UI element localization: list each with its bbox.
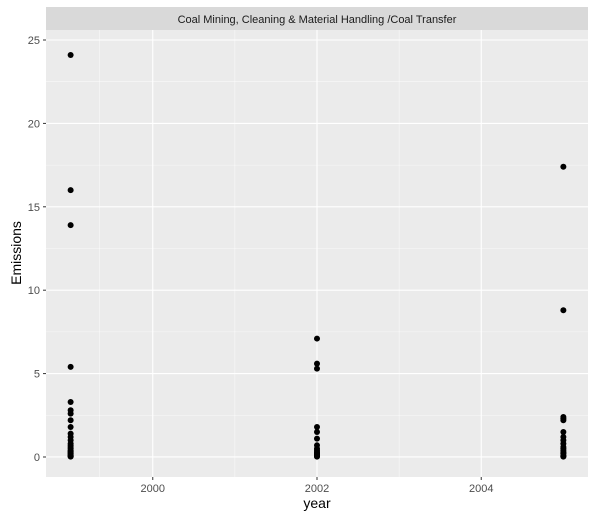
data-point <box>314 335 320 342</box>
facet-strip-background <box>46 7 588 30</box>
x-tick-label: 2002 <box>305 483 329 495</box>
data-point <box>67 222 74 229</box>
facet-title: Coal Mining, Cleaning & Material Handlin… <box>178 14 457 26</box>
data-point <box>67 453 74 460</box>
data-point <box>67 398 74 405</box>
y-tick-label: 5 <box>34 369 40 381</box>
data-point <box>67 52 74 59</box>
data-point <box>314 428 320 435</box>
data-point <box>314 365 320 372</box>
data-point <box>560 428 567 435</box>
data-point <box>67 363 74 370</box>
y-tick-label: 10 <box>28 285 40 297</box>
grid-major <box>46 30 588 477</box>
data-point <box>67 187 74 194</box>
data-point <box>67 417 74 424</box>
y-tick-label: 20 <box>28 118 40 130</box>
x-tick-label: 2000 <box>141 483 165 495</box>
x-axis-ticks: 2000 2002 2004 <box>141 477 493 495</box>
y-tick-label: 25 <box>28 35 40 47</box>
data-point <box>314 435 320 442</box>
data-point <box>314 453 320 460</box>
x-axis-title: year <box>303 495 331 511</box>
data-point <box>314 423 320 430</box>
data-point <box>560 307 567 314</box>
data-point <box>560 453 567 460</box>
data-point <box>67 423 74 430</box>
data-point <box>314 360 320 367</box>
facet-strip: Coal Mining, Cleaning & Material Handlin… <box>46 7 588 30</box>
data-points <box>67 52 567 460</box>
x-tick-label: 2004 <box>469 483 493 495</box>
data-point <box>560 163 567 170</box>
data-point <box>67 410 74 417</box>
y-tick-label: 0 <box>34 452 40 464</box>
y-tick-label: 15 <box>28 202 40 214</box>
y-axis-title: Emissions <box>8 221 24 285</box>
y-axis-ticks: 0 5 10 15 20 25 <box>28 35 46 464</box>
data-point <box>560 417 567 424</box>
